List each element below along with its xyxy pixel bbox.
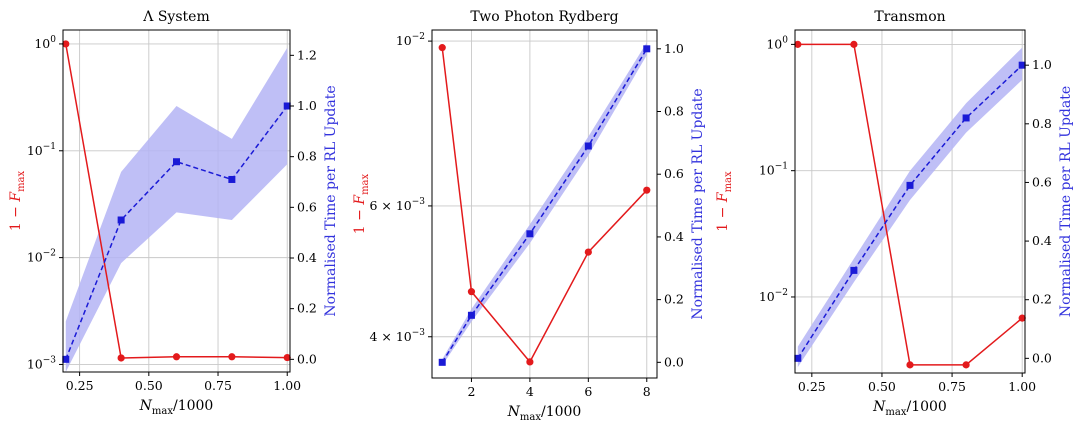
y-left-tick-label: 100 xyxy=(766,35,788,51)
y-left-axis-label: 1 − Fmax xyxy=(715,171,734,232)
plot-frame xyxy=(431,29,658,379)
x-tick-label: 1.00 xyxy=(1008,379,1036,394)
y-right-tick-label: 0.2 xyxy=(297,301,317,316)
infidelity-point xyxy=(794,40,802,48)
x-tick-label: 0.50 xyxy=(135,378,163,393)
infidelity-point xyxy=(283,353,291,362)
time-point xyxy=(1018,61,1026,69)
x-tick-label: 0.50 xyxy=(868,379,896,394)
infidelity-point xyxy=(906,361,914,369)
plot-frame xyxy=(62,29,291,373)
chart-title: Two Photon Rydberg xyxy=(470,9,618,25)
y-right-tick-label: 0.0 xyxy=(1032,350,1052,365)
x-tick-label: 0.75 xyxy=(204,378,232,393)
infidelity-point xyxy=(172,353,181,361)
y-right-axis-label: Normalised Time per RL Update xyxy=(1058,86,1074,317)
y-right-tick-label: 1.2 xyxy=(297,47,317,62)
chart-panel-1: 0.25 0.50 0.75 1.00 10−3 10−2 10−1 100 0.0 0.2 0.4… xyxy=(8,9,339,417)
y-right-tick-label: 0.0 xyxy=(297,351,317,366)
x-tick-label: 0.25 xyxy=(798,379,826,394)
x-axis-label: Nmax/1000 xyxy=(139,398,214,417)
infidelity-point xyxy=(62,40,70,48)
uncertainty-band xyxy=(797,47,1023,368)
x-tick-label: 4 xyxy=(526,384,534,399)
y-right-tick-label: 0.8 xyxy=(664,104,684,119)
plot-frame xyxy=(794,29,1026,374)
y-left-tick-label: 6 × 10−3 xyxy=(369,197,425,213)
chart-title: Λ System xyxy=(142,9,209,25)
y-right-tick-label: 0.6 xyxy=(664,166,684,181)
y-left-tick-label: 10−2 xyxy=(396,32,425,48)
time-point xyxy=(228,175,236,183)
y-right-tick-label: 0.0 xyxy=(664,354,684,369)
y-right-tick-label: 0.4 xyxy=(297,250,317,265)
time-line xyxy=(65,105,288,360)
y-right-axis-label: Normalised Time per RL Update xyxy=(690,88,706,319)
y-left-tick-label: 100 xyxy=(34,35,56,51)
y-right-tick-label: 1.0 xyxy=(1032,57,1052,72)
y-right-tick-label: 1.0 xyxy=(297,98,317,113)
y-left-tick-label: 10−3 xyxy=(27,355,56,371)
y-right-tick-label: 1.0 xyxy=(664,41,684,56)
time-point xyxy=(467,311,475,319)
y-right-tick-label: 0.4 xyxy=(664,229,684,244)
x-tick-label: 8 xyxy=(643,384,651,399)
y-right-tick-label: 0.6 xyxy=(1032,174,1052,189)
x-tick-label: 0.25 xyxy=(66,378,94,393)
y-right-tick-label: 0.2 xyxy=(664,292,684,307)
y-right-tick-label: 0.6 xyxy=(297,199,317,214)
x-tick-label: 6 xyxy=(584,384,592,399)
infidelity-point xyxy=(526,358,534,366)
time-point xyxy=(117,216,125,224)
y-left-tick-label: 10−1 xyxy=(27,142,56,158)
time-point xyxy=(850,266,858,274)
infidelity-point xyxy=(1018,314,1026,322)
y-right-tick-label: 0.2 xyxy=(1032,292,1052,307)
time-point xyxy=(526,230,534,238)
y-left-axis-label: 1 − Fmax xyxy=(352,173,371,234)
chart-panel-2: 2 4 6 8 4 × 10−3 6 × 10−3 10−2 0.0 0.2 0.4 0.6 0.8 1… xyxy=(352,9,706,423)
infidelity-point xyxy=(850,40,858,48)
y-right-tick-label: 0.4 xyxy=(1032,233,1052,248)
time-point xyxy=(794,354,802,362)
x-axis-label: Nmax/1000 xyxy=(872,399,947,418)
time-point xyxy=(173,158,180,166)
time-point xyxy=(584,142,592,150)
y-left-axis-label: 1 − Fmax xyxy=(8,170,27,231)
time-point xyxy=(283,102,291,110)
x-tick-label: 1.00 xyxy=(273,378,301,393)
x-tick-label: 0.75 xyxy=(938,379,966,394)
y-left-tick-label: 10−2 xyxy=(27,249,56,265)
y-right-tick-label: 0.8 xyxy=(297,149,317,164)
infidelity-point xyxy=(467,288,476,296)
time-point xyxy=(906,181,914,189)
time-point xyxy=(962,114,970,122)
y-left-tick-label: 10−2 xyxy=(759,288,788,304)
infidelity-point xyxy=(643,186,651,194)
x-tick-label: 2 xyxy=(467,384,475,399)
infidelity-point xyxy=(117,354,125,362)
chart-title: Transmon xyxy=(874,9,945,25)
time-point xyxy=(62,355,70,363)
y-right-tick-label: 0.8 xyxy=(1032,116,1052,131)
y-left-tick-label: 4 × 10−3 xyxy=(369,328,425,344)
infidelity-point xyxy=(438,44,446,52)
uncertainty-band xyxy=(65,47,288,372)
infidelity-point xyxy=(962,361,970,369)
chart-panel-3: 0.25 0.50 0.75 1.00 10−2 10−1 100 0.0 0.2 0.4 0.6 0… xyxy=(715,9,1074,418)
time-point xyxy=(438,358,446,366)
time-point xyxy=(643,45,651,53)
infidelity-point xyxy=(584,248,592,256)
x-axis-label: Nmax/1000 xyxy=(507,404,582,423)
infidelity-point xyxy=(228,353,236,361)
y-left-tick-label: 10−1 xyxy=(759,162,788,178)
y-right-axis-label: Normalised Time per RL Update xyxy=(323,85,339,316)
